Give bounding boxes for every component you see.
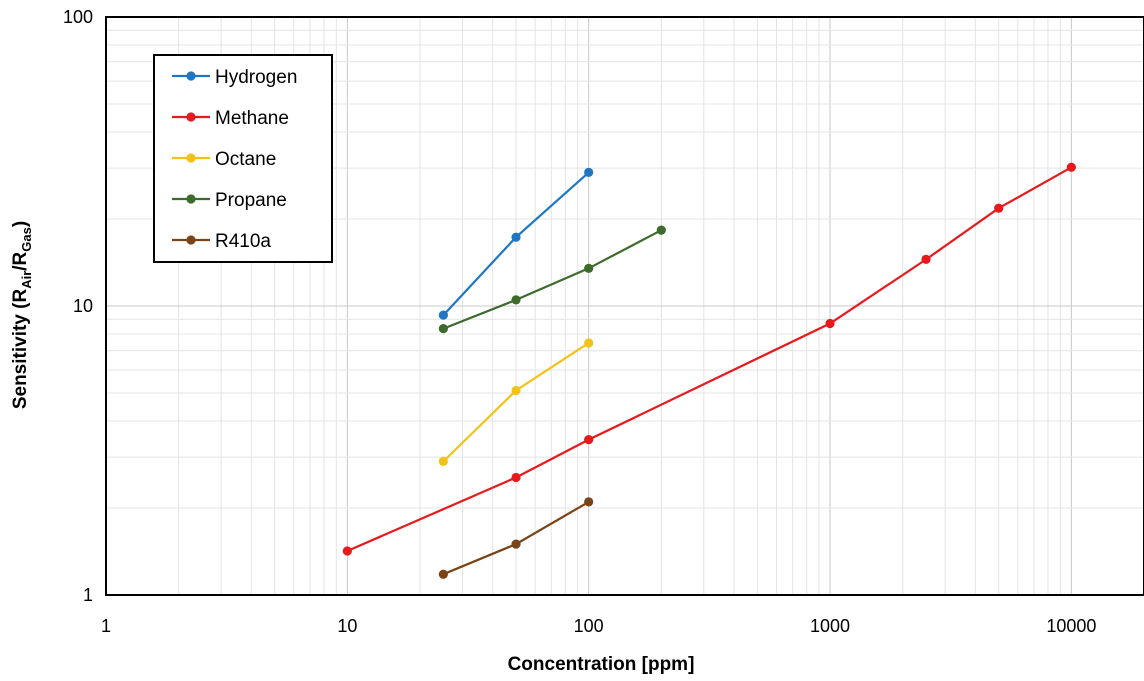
y-tick-label: 1 <box>83 585 93 605</box>
legend-marker-hydrogen <box>186 71 196 81</box>
data-point-propane <box>584 263 594 273</box>
x-tick-label: 1 <box>101 616 111 636</box>
y-axis-title-main: Sensitivity (R <box>10 289 31 410</box>
x-tick-label: 10 <box>337 616 357 636</box>
series-r410a <box>438 497 594 579</box>
y-axis-title-sub-air: Air <box>19 271 34 289</box>
data-point-propane <box>438 324 448 334</box>
legend-item-hydrogen: Hydrogen <box>172 67 297 88</box>
legend-label-hydrogen: Hydrogen <box>215 67 297 88</box>
y-tick-labels: 1 10 100 <box>63 7 93 605</box>
series-octane <box>438 338 594 466</box>
x-tick-label: 100 <box>574 616 604 636</box>
legend-item-methane: Methane <box>172 108 289 129</box>
legend-label-methane: Methane <box>215 108 289 129</box>
data-point-methane <box>994 203 1004 213</box>
legend-label-octane: Octane <box>215 149 276 170</box>
data-point-methane <box>342 546 352 556</box>
data-point-methane <box>584 434 594 445</box>
series-line-propane <box>442 229 662 330</box>
legend-label-r410a: R410a <box>215 231 271 252</box>
data-point-methane <box>921 254 931 264</box>
data-point-methane <box>511 472 521 483</box>
data-point-hydrogen <box>438 310 448 320</box>
data-point-r410a <box>584 497 594 507</box>
legend-marker-octane <box>186 153 196 163</box>
y-tick-label: 100 <box>63 7 93 27</box>
data-point-hydrogen <box>584 167 594 177</box>
y-tick-label: 10 <box>73 296 93 316</box>
x-tick-labels: 1 10 100 1000 10000 <box>101 616 1096 636</box>
series-hydrogen <box>438 167 594 320</box>
legend-item-propane: Propane <box>172 190 287 211</box>
data-point-propane <box>656 225 666 235</box>
data-point-methane <box>825 318 835 329</box>
data-point-octane <box>511 385 521 396</box>
series-layer <box>342 162 1076 579</box>
series-propane <box>438 225 666 334</box>
data-point-octane <box>584 338 594 348</box>
series-line-methane <box>346 166 1072 553</box>
y-axis-title-end: ) <box>10 221 31 227</box>
data-point-octane <box>438 456 448 466</box>
plot-frame <box>105 16 1144 596</box>
data-point-hydrogen <box>511 232 521 242</box>
series-methane <box>342 162 1076 556</box>
x-axis-title: Concentration [ppm] <box>508 654 695 675</box>
data-point-r410a <box>511 539 521 549</box>
x-tick-label: 1000 <box>810 616 850 636</box>
legend-item-r410a: R410a <box>172 231 271 252</box>
legend-marker-methane <box>186 112 196 122</box>
y-axis-title: Sensitivity (RAir/RGas) <box>10 221 34 409</box>
data-point-r410a <box>438 569 448 579</box>
data-point-methane <box>1066 162 1076 172</box>
data-point-propane <box>511 295 521 305</box>
y-axis-title-sub-gas: Gas <box>19 227 34 252</box>
legend: Hydrogen Methane Octane Propane R410a <box>153 54 333 263</box>
legend-marker-propane <box>186 194 196 204</box>
y-axis-title-mid: /R <box>10 251 31 270</box>
legend-item-octane: Octane <box>172 149 276 170</box>
legend-label-propane: Propane <box>215 190 287 211</box>
x-tick-label: 10000 <box>1046 616 1096 636</box>
legend-marker-r410a <box>186 235 196 245</box>
